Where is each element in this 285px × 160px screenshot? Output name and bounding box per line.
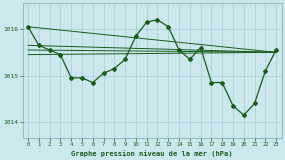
X-axis label: Graphe pression niveau de la mer (hPa): Graphe pression niveau de la mer (hPa) bbox=[71, 150, 233, 156]
